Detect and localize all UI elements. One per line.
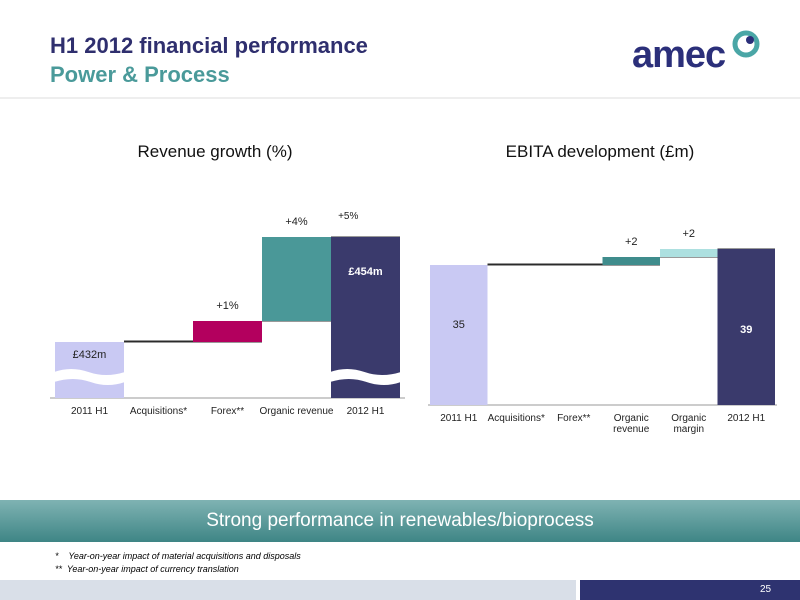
bar: [545, 263, 603, 265]
data-label: 35: [452, 319, 465, 331]
chart-title: Revenue growth (%): [137, 142, 293, 161]
banner-bg: [0, 500, 800, 542]
footer-bar: [580, 580, 800, 600]
slide-subtitle: Power & Process: [50, 62, 230, 87]
bar: [717, 249, 775, 405]
chart-title: EBITA development (£m): [505, 142, 695, 161]
footnote: ** Year-on-year impact of currency trans…: [55, 564, 239, 574]
axis-break: [330, 369, 401, 385]
data-label: £432m: [72, 349, 107, 361]
x-tick-label: Organic revenue: [613, 413, 650, 435]
x-tick-label: Forex**: [210, 406, 245, 417]
data-label: £454m: [348, 266, 383, 278]
data-label: +4%: [285, 216, 308, 228]
x-tick-label: 2012 H1: [727, 413, 766, 424]
bar: [124, 340, 193, 342]
x-tick-label: 2012 H1: [346, 406, 385, 417]
banner-text: Strong performance in renewables/bioproc…: [206, 510, 594, 531]
x-tick-label: 2011 H1: [70, 406, 109, 417]
slide-title: H1 2012 financial performance: [50, 33, 368, 58]
bar: [487, 263, 545, 265]
x-tick-label: Forex**: [557, 413, 591, 424]
x-tick-label: Organic margin: [671, 413, 707, 435]
data-label: +2: [682, 228, 696, 240]
footnote: * Year-on-year impact of material acquis…: [55, 551, 301, 561]
logo-icon: [732, 30, 760, 58]
x-tick-label: 2011 H1: [440, 413, 478, 424]
axis-break: [54, 369, 125, 385]
bar: [602, 257, 660, 265]
x-tick-label: Organic revenue: [259, 406, 334, 417]
x-tick-label: Acquisitions*: [487, 413, 545, 424]
x-tick-label: Acquisitions*: [129, 406, 188, 417]
logo-icon: [746, 36, 754, 44]
logo: amec: [632, 34, 726, 76]
page-number: 25: [760, 584, 772, 595]
bar: [430, 265, 488, 405]
bar: [262, 237, 331, 321]
data-label: 39: [740, 324, 753, 336]
bar: [660, 249, 718, 257]
footer-strip: [0, 580, 576, 600]
total-change-label: +5%: [338, 211, 359, 222]
data-label: +1%: [216, 300, 239, 312]
data-label: +2: [624, 236, 638, 248]
bar: [193, 321, 262, 342]
